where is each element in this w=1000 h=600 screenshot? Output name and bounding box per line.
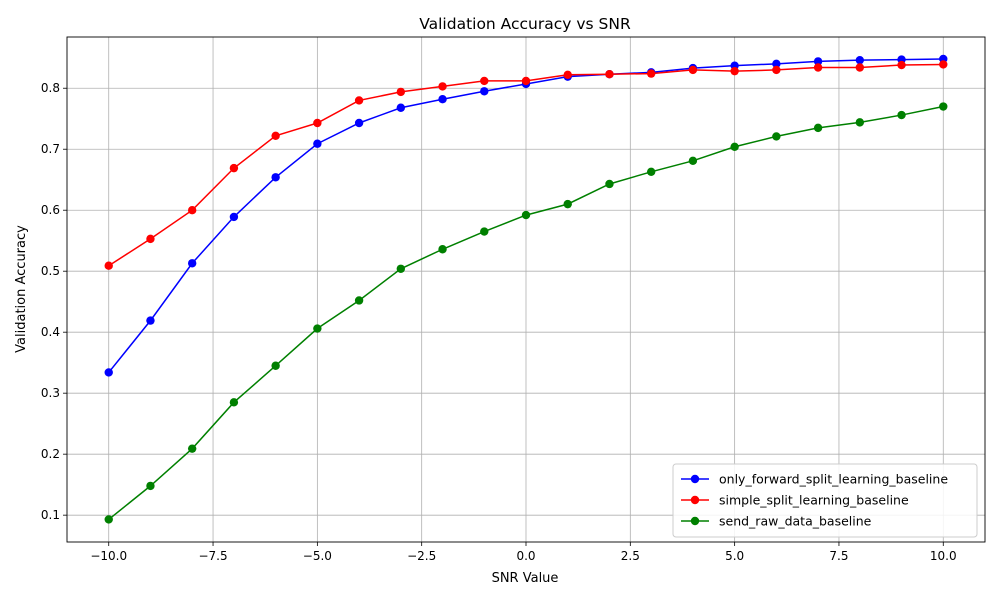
data-point (229, 163, 239, 173)
data-point (480, 227, 489, 236)
x-axis-label: SNR Value (492, 571, 559, 586)
series-layer (104, 54, 948, 524)
data-point (396, 264, 406, 273)
legend-item: send_raw_data_baseline (681, 514, 872, 529)
data-point (730, 142, 739, 151)
x-tick-label: −2.5 (407, 549, 436, 563)
y-tick-label: 0.7 (41, 142, 60, 156)
legend-marker (690, 495, 700, 505)
legend-marker (690, 516, 700, 526)
legend-item: only_forward_split_learning_baseline (681, 472, 948, 487)
legend-label: send_raw_data_baseline (719, 514, 872, 529)
legend-box (672, 463, 978, 538)
data-point (855, 55, 865, 65)
data-point (146, 481, 155, 491)
data-point (354, 96, 364, 105)
data-point (772, 59, 781, 69)
data-point (646, 167, 656, 176)
data-point (438, 245, 447, 254)
data-point (480, 87, 489, 96)
x-tick-label: 10.0 (930, 549, 957, 563)
data-point (271, 131, 280, 141)
data-point (939, 102, 948, 111)
data-point (521, 210, 531, 220)
data-point (480, 76, 489, 86)
legend-item: simple_split_learning_baseline (681, 493, 909, 508)
data-point (855, 118, 865, 127)
data-point (521, 76, 531, 86)
data-point (104, 261, 113, 270)
data-point (772, 65, 781, 75)
y-axis-label: Validation Accuracy (14, 225, 29, 353)
data-point (438, 82, 447, 91)
data-point (187, 206, 197, 215)
data-point (646, 69, 656, 78)
data-point (605, 179, 614, 189)
data-point (813, 57, 823, 66)
y-tick-label: 0.6 (41, 203, 60, 217)
data-point (688, 65, 698, 75)
data-point (187, 444, 197, 453)
x-tick-label: 2.5 (621, 549, 640, 563)
data-point (354, 296, 364, 305)
data-point (313, 118, 322, 128)
chart-title: Validation Accuracy vs SNR (419, 15, 631, 33)
data-point (688, 156, 698, 166)
y-tick-label: 0.4 (41, 325, 60, 339)
data-point (396, 87, 406, 97)
data-point (605, 70, 614, 79)
data-point (855, 63, 865, 72)
data-point (897, 110, 906, 120)
data-point (813, 123, 823, 133)
x-tick-label: −5.0 (303, 549, 332, 563)
data-point (104, 515, 113, 524)
data-point (354, 118, 364, 128)
legend: only_forward_split_learning_baselinesimp… (672, 463, 978, 538)
data-point (730, 66, 739, 76)
legend-label: simple_split_learning_baseline (719, 493, 909, 508)
y-tick-label: 0.3 (41, 386, 60, 400)
x-tick-label: 7.5 (829, 549, 848, 563)
data-point (563, 70, 572, 80)
y-axis: 0.1 0.2 0.3 0.4 0.5 0.6 0.7 0.8 (41, 81, 67, 522)
legend-marker (690, 474, 700, 484)
x-tick-label: 0.0 (516, 549, 535, 563)
data-point (772, 132, 781, 141)
data-point (939, 60, 948, 69)
data-point (563, 199, 572, 209)
legend-label: only_forward_split_learning_baseline (719, 472, 948, 487)
data-point (438, 95, 447, 104)
data-point (146, 316, 155, 325)
x-tick-label: 5.0 (725, 549, 744, 563)
data-point (187, 259, 197, 268)
data-point (146, 234, 155, 244)
x-tick-label: −7.5 (198, 549, 227, 563)
y-tick-label: 0.8 (41, 81, 60, 95)
series-simple_split_learning_baseline (104, 60, 948, 270)
data-point (396, 103, 406, 112)
y-tick-label: 0.1 (41, 508, 60, 522)
data-point (813, 63, 823, 72)
data-point (313, 324, 322, 333)
data-point (271, 173, 280, 182)
data-point (897, 60, 906, 70)
data-point (229, 212, 239, 222)
y-tick-label: 0.5 (41, 264, 60, 278)
series-send_raw_data_baseline (104, 102, 948, 524)
data-point (313, 139, 322, 148)
data-point (271, 361, 280, 370)
x-axis: −10.0 −7.5 −5.0 −2.5 0.0 2.5 5.0 7.5 10.0 (90, 542, 957, 563)
x-tick-label: −10.0 (90, 549, 127, 563)
data-point (229, 398, 239, 407)
y-tick-label: 0.2 (41, 447, 60, 461)
data-point (104, 368, 113, 377)
